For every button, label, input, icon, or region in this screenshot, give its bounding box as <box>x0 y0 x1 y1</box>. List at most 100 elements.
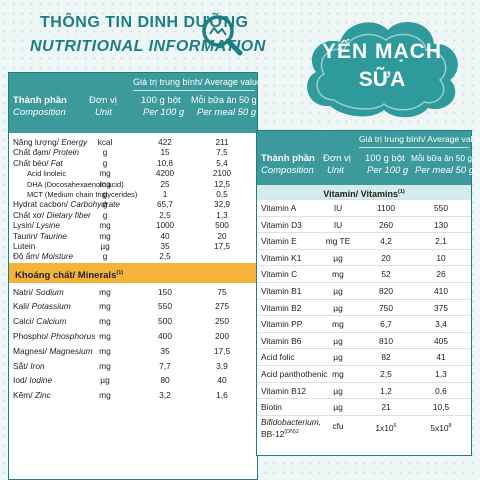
row-per100: 1,2 <box>380 385 392 396</box>
table-row: Lysin/ Lysine mg 1000 500 <box>9 221 257 231</box>
bifido-v1-exp: 6 <box>393 422 397 429</box>
row-permeal: 275 <box>215 301 229 312</box>
table-row: Taurin/ Taurine mg 40 20 <box>9 232 257 242</box>
row-permeal: 32,9 <box>214 200 230 210</box>
row-unit: µg <box>333 385 343 396</box>
row-per100: 820 <box>379 285 393 296</box>
row-permeal: 211 <box>215 138 229 147</box>
row-permeal: 12,5 <box>214 179 230 189</box>
row-permeal: 75 <box>217 286 227 297</box>
table-row: Natri/ Sodium mg 150 75 <box>9 285 257 300</box>
table-row: Iod/ Iodine µg 80 40 <box>9 373 257 388</box>
row-permeal: 410 <box>434 285 448 296</box>
row-unit: mg <box>99 231 111 241</box>
vitamins-section-bar: Vitamin/ Vitamins(1) <box>257 185 471 199</box>
row-permeal: 20 <box>217 231 227 241</box>
row-permeal: 41 <box>436 352 446 363</box>
row-unit: µg <box>333 402 343 413</box>
row-per100: 25 <box>160 179 170 189</box>
row-permeal: 10 <box>436 252 446 263</box>
table-row: Kẽm/ Zinc mg 3,2 1,6 <box>9 388 257 403</box>
row-unit: mg <box>99 390 111 401</box>
row-per100: 7,7 <box>159 360 171 371</box>
row-per100: 82 <box>381 352 391 363</box>
table-row: Vitamin B12 µg 1,2 0,6 <box>257 381 471 399</box>
row-name: Vitamin B12 <box>261 385 307 396</box>
row-permeal: 2,1 <box>435 236 447 247</box>
row-name: Vitamin C <box>261 269 298 280</box>
table-row: Acid panthothenic mg 2,5 1,3 <box>257 364 471 382</box>
row-per100: 1100 <box>376 203 395 213</box>
row-unit: g <box>102 252 108 262</box>
row-per100: 150 <box>158 286 172 297</box>
row-name: Vitamin B1 <box>261 285 302 296</box>
row-name: Năng lượng/ Energy <box>13 138 88 147</box>
row-name: Vitamin A <box>261 203 297 213</box>
row-per100: 15 <box>160 148 170 158</box>
row-per100: 80 <box>160 375 170 386</box>
header-per100-en: Per 100 g <box>143 107 185 118</box>
row-name: Độ ẩm/ Moisture <box>13 252 74 262</box>
row-permeal: 1,3 <box>435 368 447 379</box>
table-row: Sắt/ Iron mg 7,7 3,9 <box>9 359 257 374</box>
bifido-v2: 5x10 <box>430 422 449 433</box>
table-row: Độ ẩm/ Moisture g 2,5 <box>9 252 257 262</box>
row-permeal: 10,5 <box>432 402 450 413</box>
row-name: Vitamin K1 <box>261 252 302 263</box>
row-per100: 65,7 <box>157 200 173 210</box>
vitamins-footnote-ref: (1) <box>397 189 405 195</box>
table-row: Hydrat cacbon/ Carbohydrate g 65,7 32,9 <box>9 200 257 210</box>
row-permeal: 17,5 <box>214 241 230 251</box>
row-per100: 20 <box>381 252 391 263</box>
row-per100: 4,2 <box>380 236 392 247</box>
row-name: Kali/ Potassium <box>13 301 71 312</box>
row-name: Hydrat cacbon/ Carbohydrate <box>13 200 120 210</box>
row-unit: mg <box>99 301 111 312</box>
header-permeal-en: Per meal 50 g <box>197 107 257 118</box>
table-row: Vitamin B1 µg 820 410 <box>257 281 471 299</box>
row-permeal: 5,4 <box>216 158 228 168</box>
table-row: Bifidobacterium, BB-12(DN)2 cfu 1x106 5x… <box>257 414 471 439</box>
row-permeal: 26 <box>436 269 446 280</box>
table-row: Biotin µg 21 10,5 <box>257 398 471 415</box>
table-row: Vitamin E mg TE 4,2 2,1 <box>257 232 471 249</box>
row-name: DHA (Docosahexaenoic acid) <box>27 179 124 189</box>
row-unit: g <box>102 158 108 168</box>
bifido-unit: cfu <box>332 420 344 431</box>
row-unit: µg <box>333 285 343 296</box>
row-name: Vitamin E <box>261 236 297 247</box>
header-unit-en: Unit <box>95 107 112 118</box>
vitamins-label: Vitamin/ Vitamins <box>323 189 398 199</box>
row-permeal: 0,6 <box>435 385 447 396</box>
row-per100: 2,5 <box>159 210 171 220</box>
cloud-badge <box>307 21 458 118</box>
row-permeal: 17,5 <box>213 345 231 356</box>
row-name: Biotin <box>261 402 282 413</box>
row-unit: µg <box>333 335 343 346</box>
nutrition-table-main: Thành phần Composition Đơn vị Unit Giá t… <box>8 72 262 480</box>
header-permeal-vn: Mỗi bữa ăn 50 g <box>191 95 257 105</box>
row-permeal: 375 <box>434 302 448 313</box>
row-name: Vitamin PP <box>261 319 303 330</box>
vitamin-table: Thành phần Composition Đơn vị Unit Giá t… <box>256 130 480 456</box>
row-per100: 260 <box>379 219 393 230</box>
table-row: Chất đạm/ Protein g 15 7,5 <box>9 148 257 158</box>
row-per100: 422 <box>158 138 172 147</box>
minerals-section-bar: Khoáng chất/ Minerals(1) <box>9 262 257 283</box>
row-unit: IU <box>333 203 343 213</box>
row-permeal: 130 <box>434 219 448 230</box>
row-name: Sắt/ Iron <box>13 360 45 371</box>
bifido-name-1: Bifidobacterium, <box>261 416 322 427</box>
minerals-label: Khoáng chất/ Minerals <box>15 269 117 281</box>
product-name-line1: YẾN MẠCH <box>321 40 442 63</box>
row-permeal: 1,3 <box>216 210 228 220</box>
row-per100: 1000 <box>155 221 175 231</box>
row-permeal: 7,5 <box>216 148 228 158</box>
header-per100-vn: 100 g bột <box>141 95 181 106</box>
row-per100: 10,8 <box>157 158 173 168</box>
table-row: Vitamin D3 IU 260 130 <box>257 215 471 233</box>
row-permeal: 1,6 <box>216 390 228 401</box>
header-composition-vn: Thành phần <box>13 95 67 106</box>
mineral-rows: Natri/ Sodium mg 150 75 Kali/ Potassium mg 550… <box>9 283 257 403</box>
row-per100: 1 <box>162 189 168 199</box>
